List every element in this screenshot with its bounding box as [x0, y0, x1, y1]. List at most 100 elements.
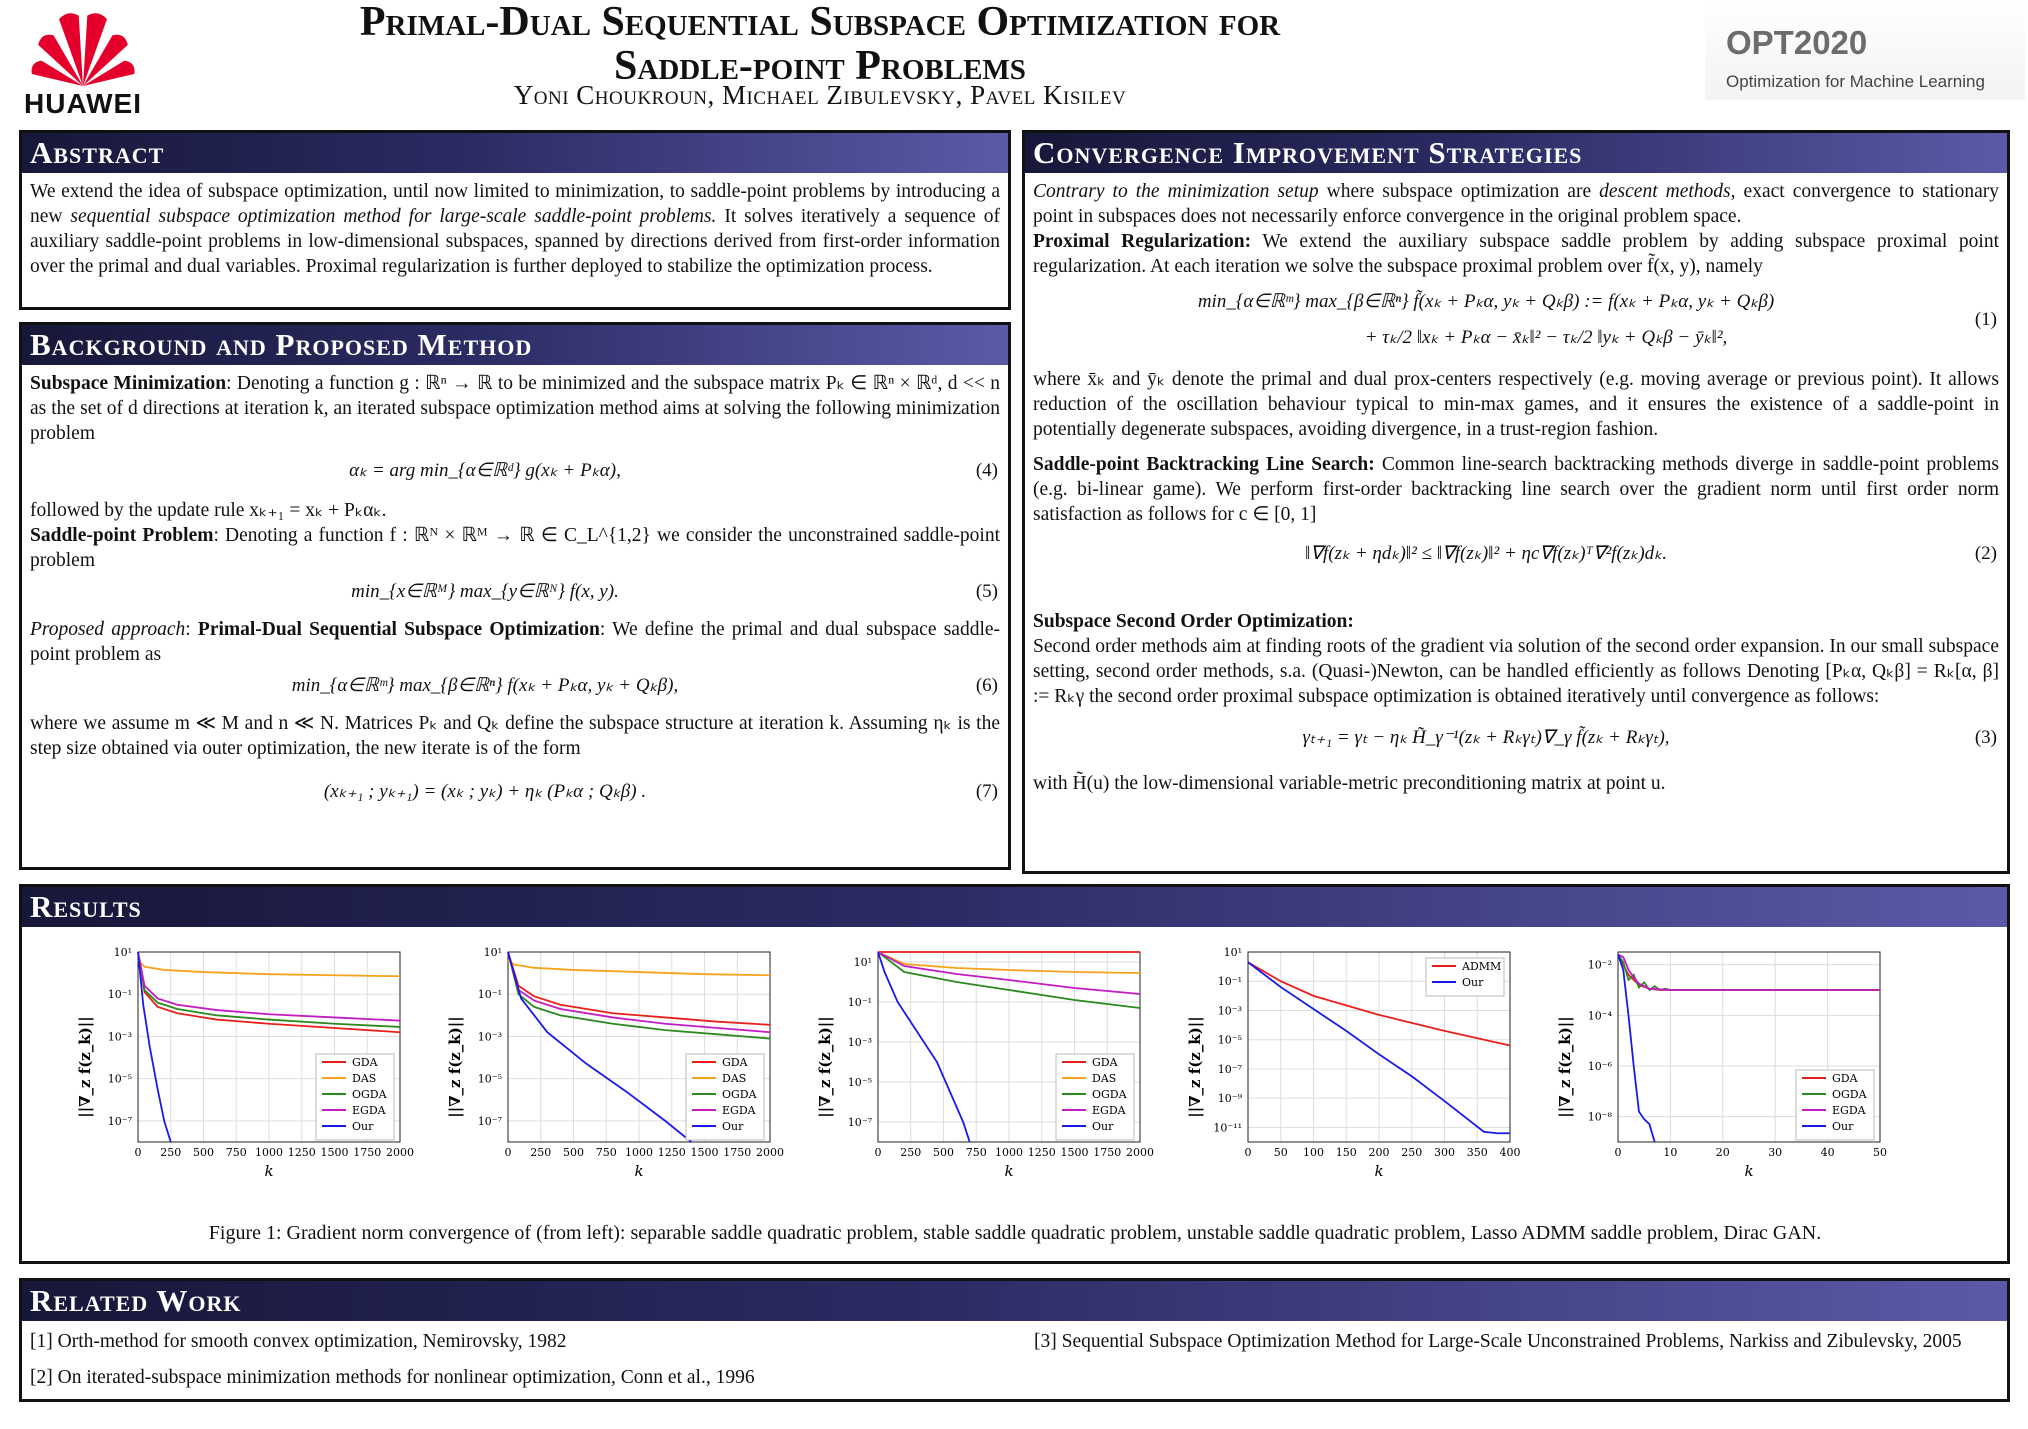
series-line-ogda	[877, 951, 1141, 1009]
x-tick-label: 1500	[691, 1146, 719, 1159]
y-tick-label: 10¹	[854, 956, 872, 969]
y-tick-label: 10⁻¹	[108, 988, 132, 1001]
background-panel: Background and Proposed Method Subspace …	[19, 322, 1011, 870]
x-axis-label: k	[634, 1162, 643, 1180]
y-tick-label: 10⁻³	[848, 1036, 872, 1049]
series-line-gda	[137, 951, 401, 1034]
x-tick-label: 500	[193, 1146, 214, 1159]
y-tick-label: 10⁻⁵	[478, 1073, 502, 1086]
equation-4-number: (4)	[975, 460, 998, 481]
x-tick-label: 0	[505, 1146, 512, 1159]
huawei-logo-icon	[18, 6, 148, 116]
legend-label: Our	[722, 1120, 744, 1133]
equation-5: min_{x∈ℝᴹ} max_{y∈ℝᴺ} f(x, y). (5)	[30, 573, 1000, 617]
equation-3-formula: γₜ₊₁ = γₜ − ηₖ H̃_γ⁻¹(zₖ + Rₖγₜ)∇_γ f̃(z…	[1302, 727, 1670, 748]
x-tick-label: 1250	[288, 1146, 316, 1159]
legend-label: Our	[1832, 1120, 1854, 1133]
y-tick-label: 10⁻⁴	[1588, 1009, 1613, 1022]
proposed-approach-label: Proposed approach	[30, 619, 186, 640]
results-heading: Results	[22, 887, 2007, 927]
y-tick-label: 10⁻⁶	[1588, 1060, 1613, 1073]
series-line-our	[137, 951, 172, 1143]
logo-wordmark: HUAWEI	[24, 88, 142, 119]
series-line-das	[137, 959, 401, 978]
x-tick-label: 10	[1663, 1146, 1677, 1159]
equation-2: ‖∇f(zₖ + ηdₖ)‖² ≤ ‖∇f(zₖ)‖² + ηc∇f(zₖ)ᵀ∇…	[1033, 527, 1999, 589]
background-body: Subspace Minimization: Denoting a functi…	[22, 365, 1008, 825]
x-tick-label: 1750	[723, 1146, 751, 1159]
y-tick-label: 10⁻³	[1218, 1004, 1242, 1017]
update-rule-text: followed by the update rule xₖ₊₁ = xₖ + …	[30, 500, 387, 521]
x-tick-label: 1750	[353, 1146, 381, 1159]
plot-frame	[507, 951, 771, 1143]
y-tick-label: 10⁻¹	[1218, 975, 1242, 988]
x-tick-label: 1000	[625, 1146, 653, 1159]
x-tick-label: 400	[1500, 1146, 1521, 1159]
convergence-panel: Convergence Improvement Strategies Contr…	[1022, 130, 2010, 874]
chart-unstable-quadratic: 0 250 500 750 1000 1250 1500 1750 2000 10¹ 10⁻¹ 10⁻…	[800, 938, 1160, 1180]
equation-3-number: (3)	[1974, 727, 1997, 748]
x-tick-label: 0	[135, 1146, 142, 1159]
equation-5-formula: min_{x∈ℝᴹ} max_{y∈ℝᴺ} f(x, y).	[351, 581, 619, 602]
legend-label: DAS	[722, 1072, 746, 1085]
title-line-1: Primal-Dual Sequential Subspace Optimiza…	[359, 0, 1281, 45]
reference-1: [1] Orth-method for smooth convex optimi…	[30, 1331, 567, 1352]
equation-1-line-b: + τₖ/2 ‖xₖ + Pₖα − x̄ₖ‖² − τₖ/2 ‖yₖ + Qₖ…	[1364, 327, 1728, 348]
y-tick-label: 10⁻²	[1588, 959, 1612, 972]
abstract-heading: Abstract	[22, 133, 1008, 173]
legend-label: OGDA	[1092, 1088, 1128, 1101]
equation-2-number: (2)	[1974, 543, 1997, 564]
x-tick-label: 40	[1821, 1146, 1835, 1159]
series-line-egda	[1617, 953, 1880, 991]
convergence-body: Contrary to the minimization setup where…	[1025, 173, 2007, 800]
y-axis-label: ||∇_z f(z_k)||	[446, 1016, 464, 1117]
y-tick-label: 10⁻⁹	[1218, 1092, 1243, 1105]
y-tick-label: 10⁻⁸	[1588, 1111, 1613, 1124]
series-line-our	[877, 951, 971, 1143]
contrary-text-a: where subspace optimization are	[1318, 181, 1600, 202]
x-tick-label: 350	[1467, 1146, 1488, 1159]
legend-label: GDA	[1092, 1056, 1119, 1069]
preconditioning-text: with H̃(u) the low-dimensional variable-…	[1033, 773, 1666, 794]
series-line-our	[1247, 961, 1510, 1135]
equation-3: γₜ₊₁ = γₜ − ηₖ H̃_γ⁻¹(zₖ + Rₖγₜ)∇_γ f̃(z…	[1033, 709, 1999, 771]
x-tick-label: 500	[933, 1146, 954, 1159]
series-line-egda	[507, 951, 771, 1034]
x-axis-label: k	[1744, 1162, 1753, 1180]
chart-dirac-gan: 0 10 20 30 40 50 10⁻² 10⁻⁴ 10⁻⁶ 10⁻⁸ k ||∇_z f(z_k)…	[1540, 938, 1900, 1180]
y-axis-label: ||∇_z f(z_k)||	[816, 1016, 834, 1117]
x-tick-label: 30	[1768, 1146, 1782, 1159]
y-tick-label: 10⁻³	[108, 1030, 132, 1043]
equation-7-number: (7)	[975, 781, 998, 802]
x-tick-label: 2000	[756, 1146, 784, 1159]
y-axis-label: ||∇_z f(z_k)||	[1186, 1016, 1204, 1117]
proposed-approach-text: : We define the primal and dual subspace…	[30, 619, 1001, 665]
figure-caption: Figure 1: Gradient norm convergence of (…	[208, 1222, 1822, 1244]
legend-label: Our	[1092, 1120, 1114, 1133]
x-tick-label: 150	[1336, 1146, 1357, 1159]
legend-label: OGDA	[722, 1088, 758, 1101]
legend-label: EGDA	[352, 1104, 387, 1117]
x-tick-label: 20	[1716, 1146, 1730, 1159]
y-tick-label: 10⁻⁵	[848, 1076, 872, 1089]
y-axis-label: ||∇_z f(z_k)||	[76, 1016, 94, 1117]
convergence-heading: Convergence Improvement Strategies	[1025, 133, 2007, 173]
legend-label: EGDA	[722, 1104, 757, 1117]
x-tick-label: 1000	[255, 1146, 283, 1159]
legend-box	[1795, 1069, 1875, 1141]
equation-6: min_{α∈ℝᵐ} max_{β∈ℝⁿ} f(xₖ + Pₖα, yₖ + Q…	[30, 667, 1000, 711]
x-tick-label: 250	[900, 1146, 921, 1159]
x-tick-label: 2000	[1126, 1146, 1154, 1159]
backtracking-label: Saddle-point Backtracking Line Search:	[1033, 454, 1375, 475]
x-tick-label: 750	[966, 1146, 987, 1159]
equation-6-formula: min_{α∈ℝᵐ} max_{β∈ℝⁿ} f(xₖ + Pₖα, yₖ + Q…	[291, 675, 679, 696]
y-tick-label: 10⁻¹¹	[1213, 1121, 1242, 1134]
series-line-das	[507, 959, 771, 977]
legend-label: GDA	[352, 1056, 379, 1069]
y-tick-label: 10⁻⁷	[1218, 1063, 1243, 1076]
equation-4-formula: αₖ = arg min_{α∈ℝᵈ} g(xₖ + Pₖα),	[349, 460, 621, 481]
background-heading: Background and Proposed Method	[22, 325, 1008, 365]
legend-label: EGDA	[1832, 1104, 1867, 1117]
y-tick-label: 10⁻⁷	[108, 1115, 133, 1128]
related-panel: Related Work	[19, 1278, 2010, 1402]
